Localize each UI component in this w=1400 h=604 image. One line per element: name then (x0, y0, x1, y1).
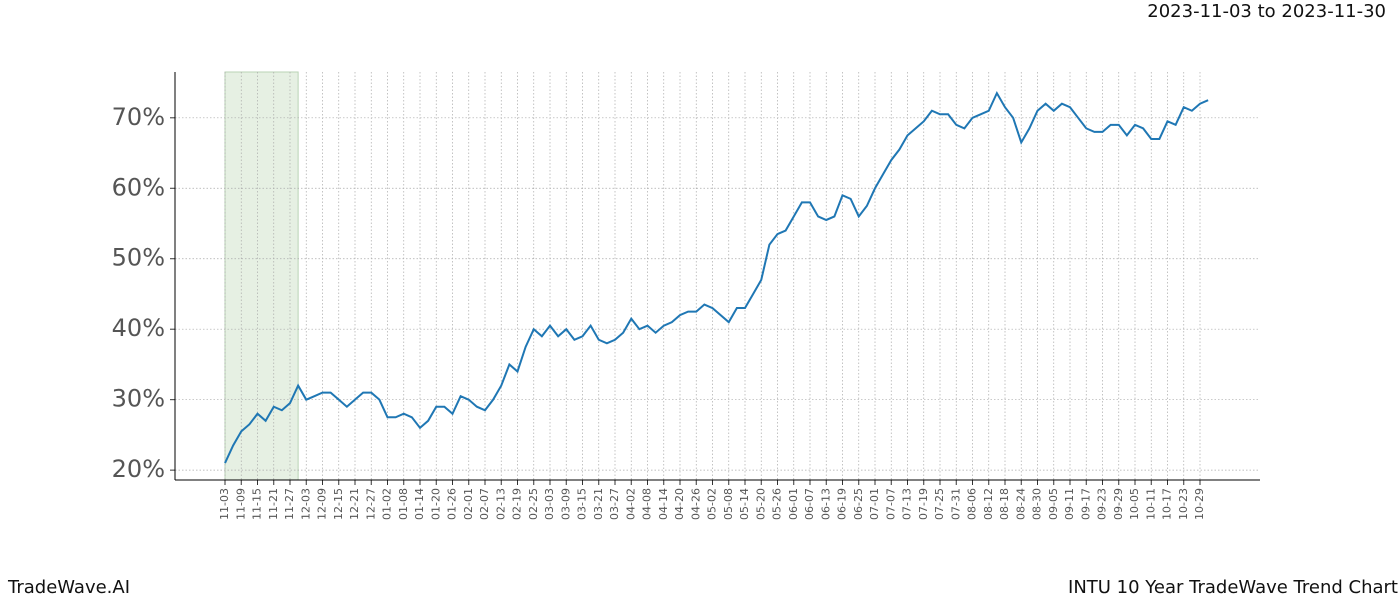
x-tick-label: 08-18 (998, 488, 1011, 520)
x-tick-label: 10-11 (1144, 488, 1157, 520)
y-tick-label: 20% (112, 455, 165, 483)
x-tick-label: 07-13 (901, 488, 914, 520)
x-tick-label: 05-08 (722, 488, 735, 520)
x-tick-label: 02-07 (478, 488, 491, 520)
x-tick-label: 03-15 (576, 488, 589, 520)
x-tick-label: 01-14 (413, 488, 426, 520)
x-tick-label: 09-17 (1079, 488, 1092, 520)
x-tick-label: 11-03 (218, 488, 231, 520)
x-tick-label: 02-19 (511, 488, 524, 520)
x-tick-label: 04-20 (673, 488, 686, 520)
x-tick-label: 07-25 (933, 488, 946, 520)
x-tick-label: 07-31 (949, 488, 962, 520)
x-tick-label: 06-19 (836, 488, 849, 520)
x-tick-label: 03-27 (608, 488, 621, 520)
x-tick-label: 01-26 (446, 488, 459, 520)
x-tick-label: 03-21 (592, 488, 605, 520)
x-tick-label: 10-23 (1177, 488, 1190, 520)
x-tick-label: 03-03 (543, 488, 556, 520)
x-tick-label: 05-20 (754, 488, 767, 520)
x-tick-label: 09-29 (1112, 488, 1125, 520)
x-tick-label: 06-25 (852, 488, 865, 520)
y-tick-label: 50% (112, 244, 165, 272)
trend-line (224, 90, 1209, 464)
x-tick-label: 05-14 (738, 488, 751, 520)
x-tick-label: 02-13 (494, 488, 507, 520)
y-tick-label: 40% (112, 314, 165, 342)
y-tick-label: 70% (112, 103, 165, 131)
x-tick-label: 01-08 (397, 488, 410, 520)
x-tick-label: 12-09 (316, 488, 329, 520)
caption: INTU 10 Year TradeWave Trend Chart (1068, 577, 1398, 598)
x-tick-label: 04-08 (641, 488, 654, 520)
x-tick-label: 08-12 (982, 488, 995, 520)
x-tick-label: 11-15 (251, 488, 264, 520)
x-tick-label: 08-30 (1031, 488, 1044, 520)
x-tick-label: 10-29 (1193, 488, 1206, 520)
x-tick-label: 04-02 (624, 488, 637, 520)
x-tick-label: 08-06 (966, 488, 979, 520)
date-range: 2023-11-03 to 2023-11-30 (1147, 1, 1386, 22)
x-tick-label: 07-19 (917, 488, 930, 520)
x-tick-label: 06-01 (787, 488, 800, 520)
x-tick-label: 09-11 (1063, 488, 1076, 520)
x-tick-label: 07-01 (868, 488, 881, 520)
x-tick-label: 09-23 (1096, 488, 1109, 520)
x-tick-label: 11-27 (283, 488, 296, 520)
x-tick-label: 06-07 (803, 488, 816, 520)
x-tick-label: 12-21 (348, 488, 361, 520)
x-tick-label: 12-03 (299, 488, 312, 520)
x-tick-label: 11-09 (234, 488, 247, 520)
x-tick-label: 12-15 (332, 488, 345, 520)
x-tick-label: 09-05 (1047, 488, 1060, 520)
x-tick-label: 04-14 (657, 488, 670, 520)
x-tick-label: 02-25 (527, 488, 540, 520)
x-tick-label: 06-13 (819, 488, 832, 520)
x-tick-label: 11-21 (267, 488, 280, 520)
x-tick-label: 10-05 (1128, 488, 1141, 520)
y-tick-label: 30% (112, 385, 165, 413)
x-tick-label: 01-20 (429, 488, 442, 520)
highlight-band (224, 71, 299, 481)
x-tick-label: 10-17 (1161, 488, 1174, 520)
x-tick-label: 04-26 (689, 488, 702, 520)
brand: TradeWave.AI (7, 577, 130, 598)
x-tick-label: 07-07 (884, 488, 897, 520)
x-tick-label: 05-02 (706, 488, 719, 520)
x-tick-label: 01-02 (381, 488, 394, 520)
x-tick-label: 03-09 (559, 488, 572, 520)
x-tick-label: 12-27 (364, 488, 377, 520)
x-tick-label: 02-01 (462, 488, 475, 520)
x-tick-label: 05-26 (771, 488, 784, 520)
y-tick-label: 60% (112, 173, 165, 201)
x-tick-label: 08-24 (1014, 488, 1027, 520)
